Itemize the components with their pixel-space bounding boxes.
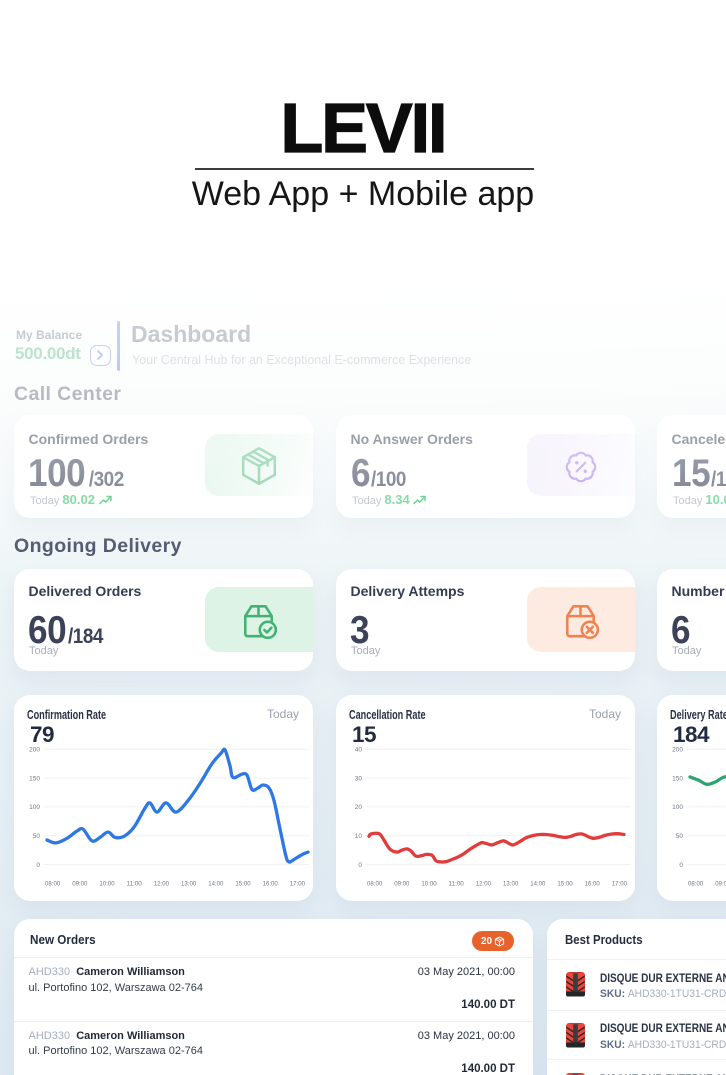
svg-text:11:00: 11:00 — [127, 881, 142, 888]
svg-text:10:00: 10:00 — [421, 881, 436, 888]
svg-text:15:00: 15:00 — [235, 881, 250, 888]
svg-text:11:00: 11:00 — [449, 881, 464, 888]
svg-text:0: 0 — [679, 862, 683, 869]
svg-text:17:00: 17:00 — [612, 881, 627, 888]
svg-text:13:00: 13:00 — [503, 881, 518, 888]
svg-text:0: 0 — [358, 862, 362, 869]
svg-text:15:00: 15:00 — [557, 881, 572, 888]
svg-text:09:00: 09:00 — [394, 881, 409, 888]
svg-text:50: 50 — [33, 833, 41, 840]
svg-text:09:00: 09:00 — [715, 881, 726, 888]
svg-text:50: 50 — [676, 833, 684, 840]
svg-text:13:00: 13:00 — [181, 881, 196, 888]
svg-text:16:00: 16:00 — [263, 881, 278, 888]
svg-text:12:00: 12:00 — [476, 881, 491, 888]
svg-text:200: 200 — [29, 747, 40, 754]
svg-text:10:00: 10:00 — [99, 881, 114, 888]
svg-text:14:00: 14:00 — [530, 881, 545, 888]
svg-text:08:00: 08:00 — [367, 881, 382, 888]
svg-text:20: 20 — [355, 804, 363, 811]
svg-text:09:00: 09:00 — [72, 881, 87, 888]
svg-text:150: 150 — [672, 775, 683, 782]
svg-text:17:00: 17:00 — [290, 881, 305, 888]
svg-text:08:00: 08:00 — [688, 881, 703, 888]
svg-text:100: 100 — [29, 804, 40, 811]
svg-text:40: 40 — [355, 747, 363, 754]
svg-text:100: 100 — [672, 804, 683, 811]
svg-text:200: 200 — [672, 747, 683, 754]
svg-text:14:00: 14:00 — [208, 881, 223, 888]
svg-text:30: 30 — [355, 775, 363, 782]
svg-text:10: 10 — [355, 833, 363, 840]
svg-text:150: 150 — [29, 775, 40, 782]
svg-text:16:00: 16:00 — [585, 881, 600, 888]
svg-text:12:00: 12:00 — [154, 881, 169, 888]
svg-text:0: 0 — [36, 862, 40, 869]
svg-text:08:00: 08:00 — [45, 881, 60, 888]
